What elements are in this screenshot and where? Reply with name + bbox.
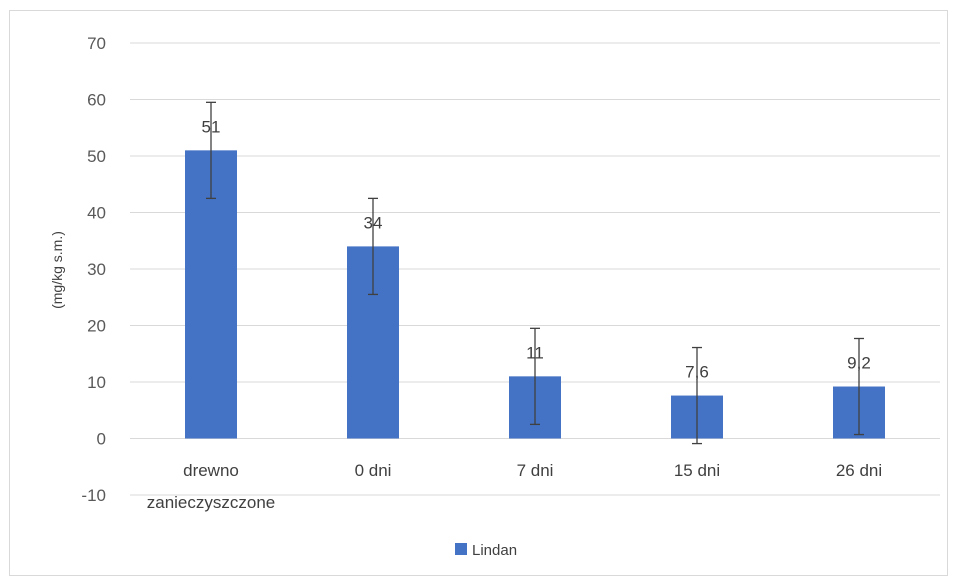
- y-tick-label: 50: [87, 147, 106, 166]
- x-category-label: 0 dni: [355, 461, 392, 480]
- y-tick-label: 60: [87, 91, 106, 110]
- data-label: 11: [526, 343, 544, 362]
- data-label: 9,2: [847, 354, 871, 373]
- data-label: 34: [364, 213, 383, 232]
- legend: Lindan: [455, 542, 517, 559]
- x-category-label: drewno zanieczyszczone: [147, 461, 276, 512]
- x-category-label: 7 dni: [517, 461, 554, 480]
- y-tick-label: 0: [97, 430, 106, 449]
- y-tick-label: 10: [87, 373, 106, 392]
- legend-label-lindan: Lindan: [472, 542, 517, 559]
- error-bar: [692, 346, 702, 445]
- x-axis-categories: drewno zanieczyszczone 0 dni 7 dni 15 dni 26 …: [147, 461, 882, 512]
- error-bar: [854, 337, 864, 436]
- error-bars: [206, 101, 864, 445]
- gridlines: [130, 42, 940, 496]
- error-bar: [368, 197, 378, 296]
- legend-swatch: [455, 543, 467, 555]
- data-labels: 51 34 11 7,6 9,2: [202, 117, 871, 381]
- error-bar: [206, 101, 216, 200]
- y-tick-label: -10: [81, 486, 106, 505]
- y-tick-label: 30: [87, 260, 106, 279]
- y-axis-ticks: -10 0 10 20 30 40 50 60 70: [81, 34, 106, 505]
- y-axis-label: (mg/kg s.m.): [49, 231, 65, 309]
- chart-frame: [9, 10, 948, 576]
- error-bar: [530, 327, 540, 426]
- x-category-label: 26 dni: [836, 461, 882, 480]
- data-label: 51: [202, 117, 221, 136]
- y-tick-label: 40: [87, 204, 106, 223]
- x-category-label: 15 dni: [674, 461, 720, 480]
- data-label: 7,6: [685, 363, 709, 382]
- y-tick-label: 20: [87, 317, 106, 336]
- y-tick-label: 70: [87, 34, 106, 53]
